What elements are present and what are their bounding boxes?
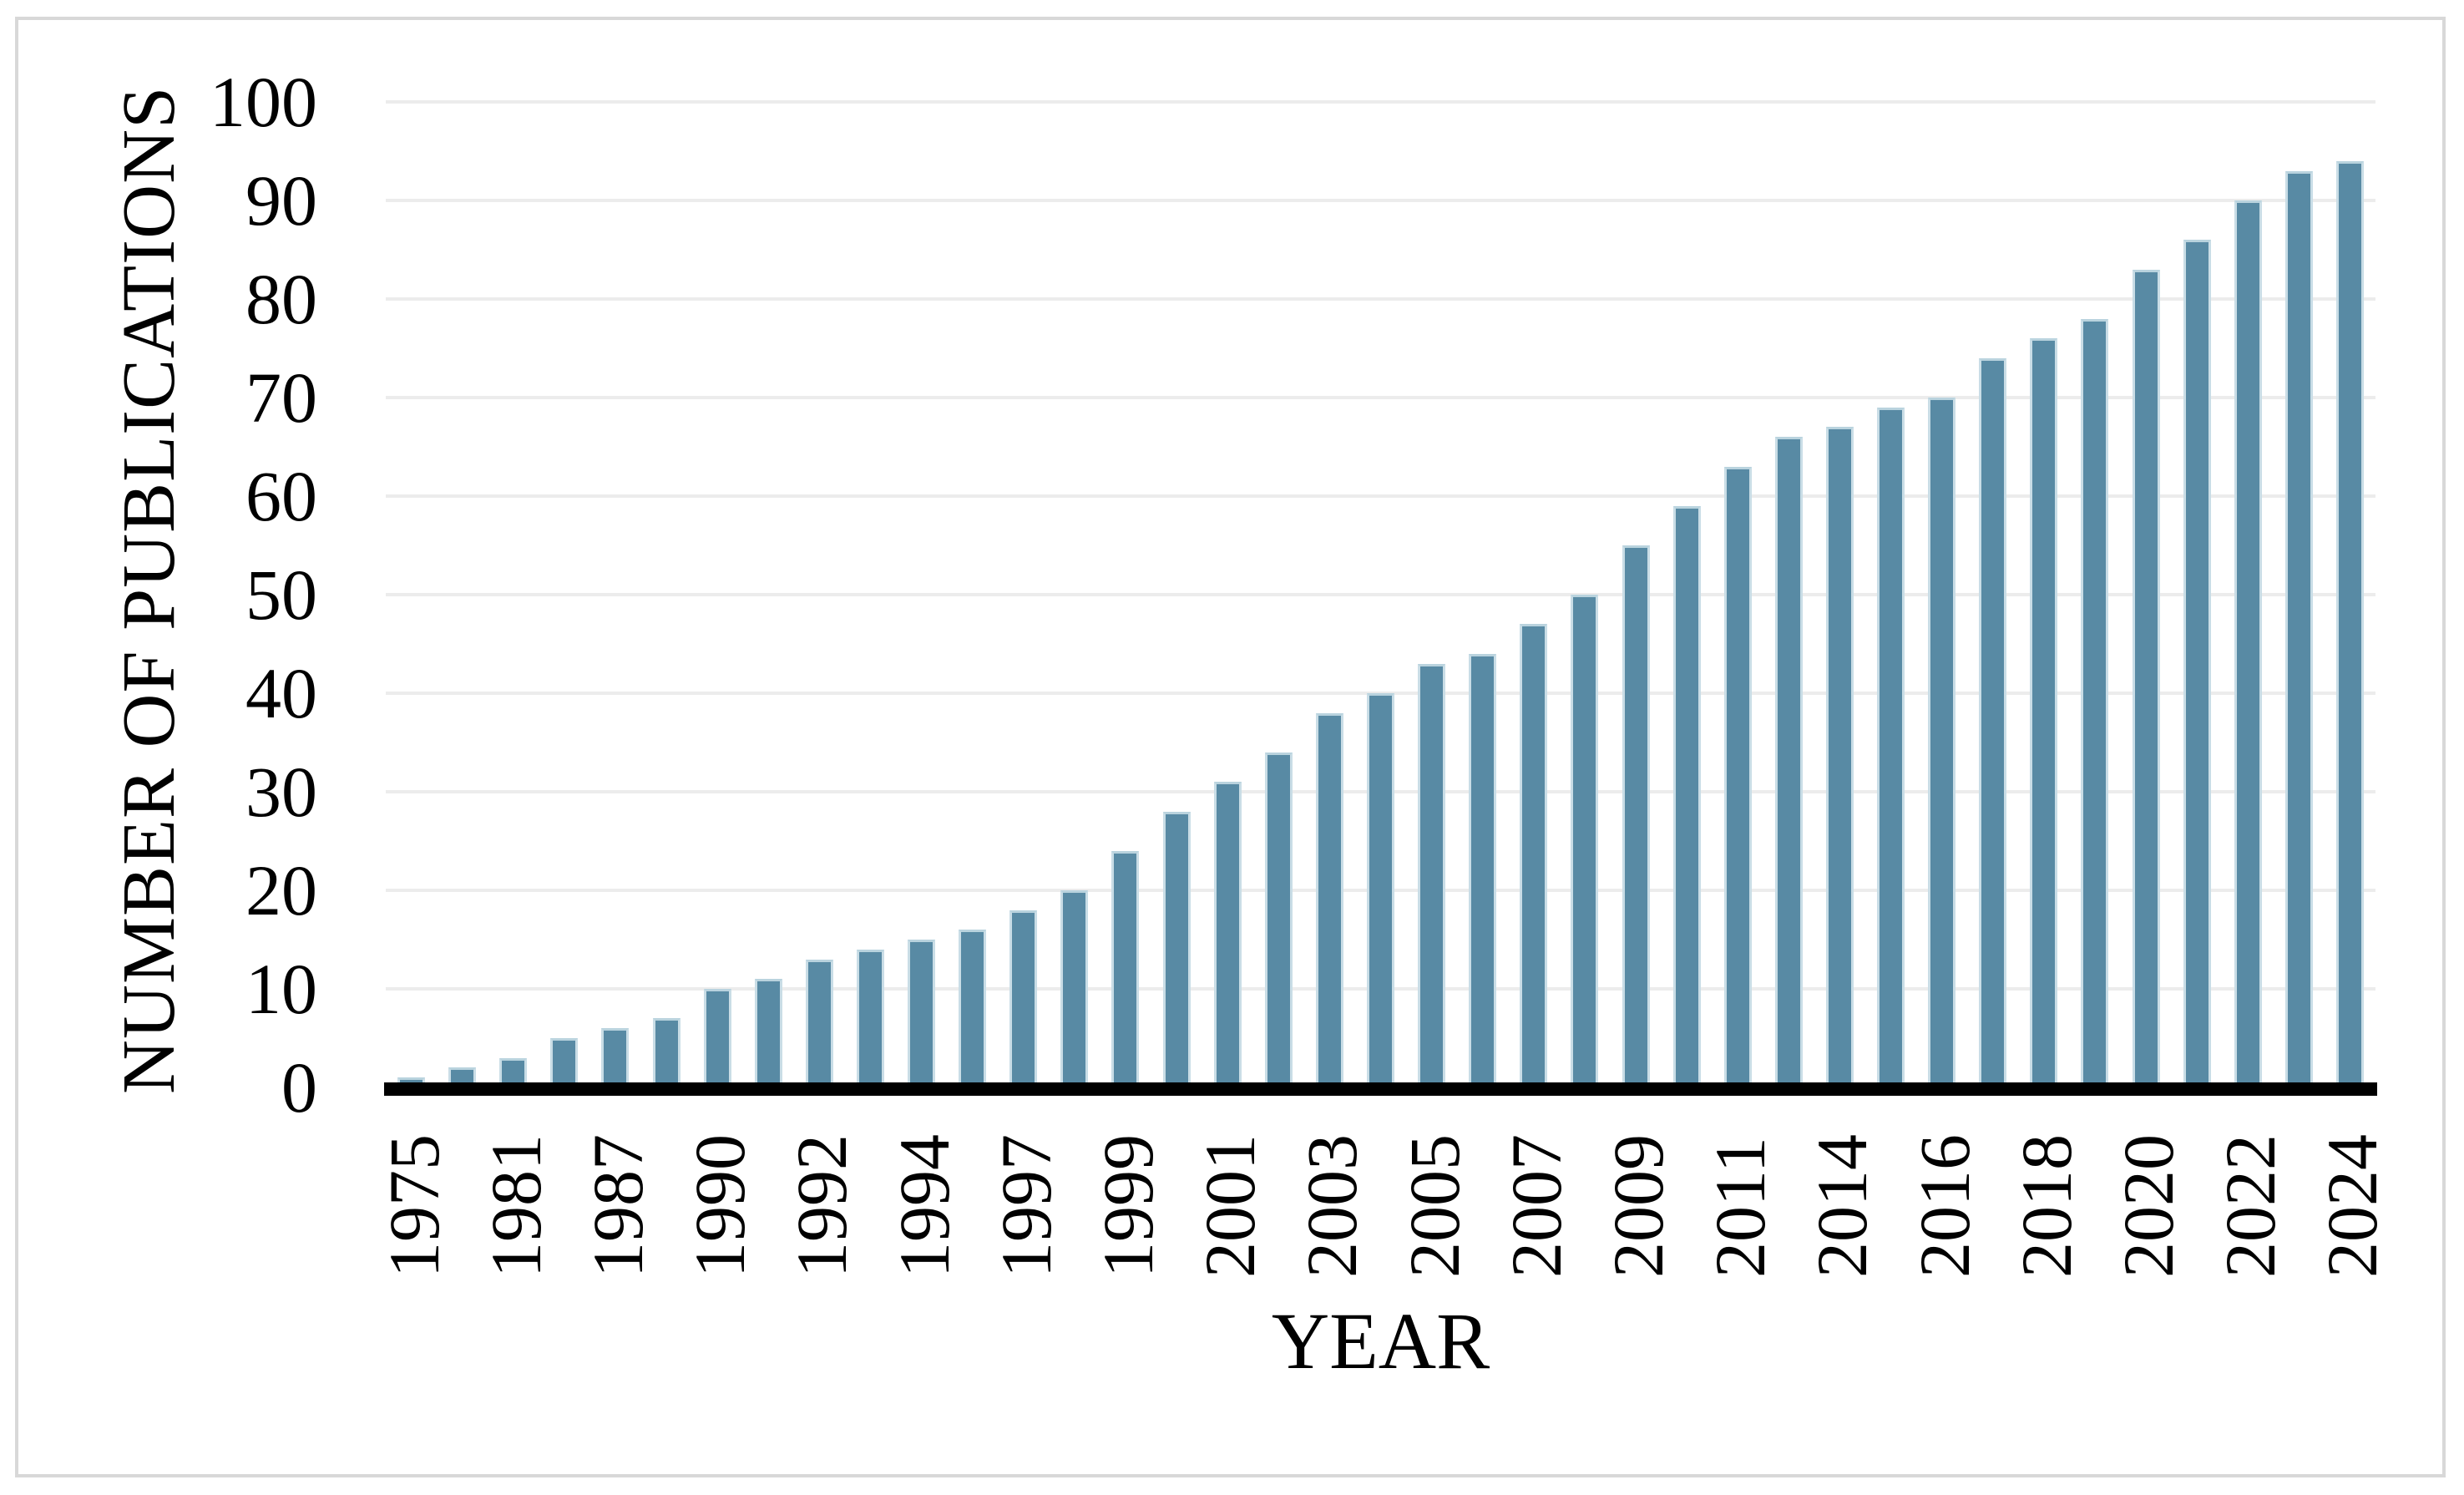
bar — [2183, 240, 2211, 1087]
y-tick-label: 10 — [245, 949, 317, 1029]
bar — [2081, 318, 2109, 1087]
x-tick-label-text: 1981 — [475, 1134, 556, 1278]
bar — [908, 940, 936, 1087]
bar — [1111, 850, 1140, 1087]
bar — [550, 1038, 579, 1087]
x-tick-label-text: 2001 — [1190, 1134, 1271, 1278]
x-tick-label-text: 1990 — [680, 1134, 761, 1278]
bar — [1928, 398, 1956, 1087]
bar — [754, 979, 782, 1087]
bar — [601, 1028, 630, 1087]
bar — [805, 959, 833, 1087]
bar — [1315, 712, 1343, 1087]
x-tick-label-text: 2014 — [1802, 1134, 1883, 1278]
bar — [1264, 752, 1293, 1087]
bar — [1723, 466, 1752, 1087]
bar — [1774, 437, 1803, 1087]
y-tick-label: 90 — [245, 160, 317, 241]
y-tick-label: 30 — [245, 752, 317, 832]
y-tick-label: 100 — [210, 62, 317, 142]
gridline — [386, 494, 2375, 498]
x-tick-label-text: 1994 — [883, 1134, 964, 1278]
gridline — [386, 593, 2375, 596]
bar — [1469, 653, 1497, 1087]
bar — [2234, 200, 2262, 1087]
x-tick-label-text: 2007 — [1495, 1134, 1576, 1278]
y-tick-label: 50 — [245, 555, 317, 635]
y-tick-label: 70 — [245, 357, 317, 438]
bar — [1672, 505, 1701, 1087]
y-tick-label: 40 — [245, 653, 317, 733]
bar — [1418, 663, 1446, 1087]
gridline — [386, 297, 2375, 301]
bar — [2284, 170, 2313, 1087]
bar — [1979, 357, 2007, 1087]
x-tick-label-text: 2005 — [1394, 1134, 1475, 1278]
bar — [1162, 811, 1191, 1087]
x-tick-label-text: 2024 — [2312, 1134, 2393, 1278]
x-tick-label-text: 1997 — [985, 1134, 1066, 1278]
x-tick-label-text: 2009 — [1598, 1134, 1678, 1278]
y-tick-label: 0 — [281, 1047, 317, 1128]
bar — [959, 930, 987, 1087]
x-tick-label-text: 2011 — [1700, 1137, 1781, 1278]
gridline — [386, 100, 2375, 104]
gridline — [386, 199, 2375, 202]
x-axis-title: YEAR — [1271, 1296, 1490, 1386]
bar — [652, 1018, 681, 1087]
bar — [2132, 269, 2160, 1087]
bar — [2030, 338, 2058, 1087]
x-tick-label-text: 2003 — [1292, 1134, 1373, 1278]
x-tick-label-text: 1999 — [1087, 1134, 1168, 1278]
x-tick-label-text: 1987 — [577, 1134, 658, 1278]
x-tick-label-text: 2018 — [2006, 1134, 2087, 1278]
bar — [1520, 624, 1548, 1087]
x-tick-label-text: 2016 — [1904, 1134, 1985, 1278]
bar — [1213, 782, 1242, 1087]
bar — [1571, 595, 1599, 1087]
bar — [703, 989, 731, 1087]
bar — [1060, 890, 1089, 1087]
bar — [1877, 407, 1905, 1087]
x-tick-label-text: 2022 — [2210, 1134, 2291, 1278]
bar — [856, 949, 884, 1087]
bar — [1009, 910, 1038, 1087]
bar — [1367, 693, 1394, 1087]
x-tick-label-text: 1975 — [373, 1134, 454, 1278]
x-tick-label-text: 1992 — [782, 1134, 863, 1278]
y-tick-label: 20 — [245, 850, 317, 930]
y-axis-title-text: NUMBER OF PUBLICATIONS — [108, 85, 190, 1094]
bar — [1622, 545, 1650, 1087]
bar — [2335, 160, 2364, 1087]
y-tick-label: 60 — [245, 456, 317, 536]
gridline — [386, 396, 2375, 399]
x-axis-line — [384, 1082, 2377, 1096]
x-tick-label-text: 2020 — [2108, 1134, 2189, 1278]
y-tick-label: 80 — [245, 259, 317, 339]
bar — [1825, 427, 1854, 1087]
